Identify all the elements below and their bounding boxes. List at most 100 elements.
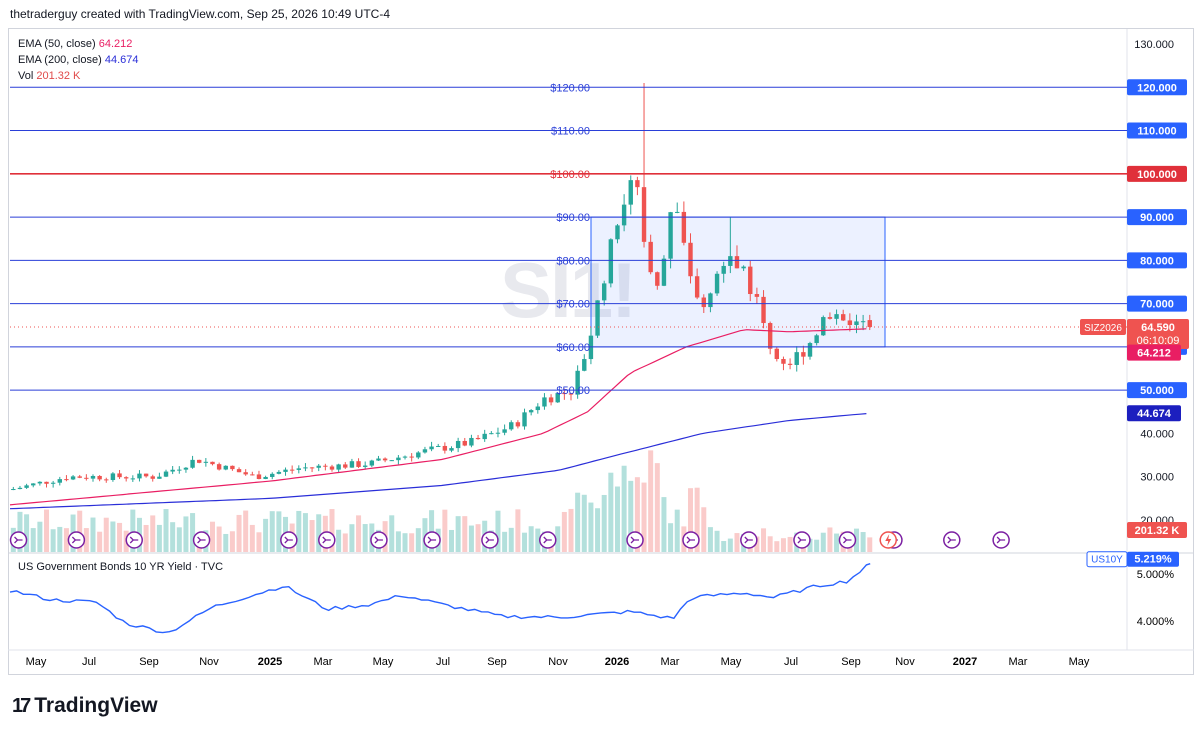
time-axis-label: Nov bbox=[548, 656, 568, 668]
dividend-event-icon[interactable] bbox=[793, 531, 811, 549]
volume-bar bbox=[688, 488, 694, 552]
candle-body bbox=[177, 469, 182, 471]
volume-bar bbox=[336, 529, 342, 552]
volume-bar bbox=[302, 513, 308, 552]
dividend-event-icon[interactable] bbox=[318, 531, 336, 549]
candle-countdown-text: 06:10:09 bbox=[1137, 335, 1180, 347]
volume-bar bbox=[316, 514, 322, 552]
dividend-event-icon[interactable] bbox=[67, 531, 86, 549]
dividend-event-icon[interactable] bbox=[626, 531, 644, 549]
dividend-event-icon[interactable] bbox=[740, 531, 758, 549]
candle-body bbox=[582, 359, 587, 371]
candle-body bbox=[376, 458, 381, 461]
candle-body bbox=[24, 485, 29, 488]
candle-body bbox=[17, 487, 23, 490]
volume-bar bbox=[349, 524, 355, 552]
candle-body bbox=[37, 481, 43, 484]
candle-body bbox=[562, 393, 567, 395]
dividend-event-icon[interactable] bbox=[423, 531, 441, 549]
candle-body bbox=[356, 461, 361, 467]
last-price-text: 64.590 bbox=[1141, 322, 1175, 334]
legend-ema200[interactable]: EMA (200, close) 44.674 bbox=[18, 52, 138, 68]
dividend-event-icon[interactable] bbox=[370, 531, 388, 549]
volume-bar bbox=[734, 533, 740, 552]
dividend-event-icon[interactable] bbox=[192, 531, 211, 549]
candle-body bbox=[343, 464, 348, 468]
level-badge bbox=[1127, 382, 1187, 399]
volume-bar bbox=[223, 533, 229, 552]
candle-body bbox=[482, 433, 487, 440]
volume-bar bbox=[595, 508, 601, 552]
candle-body bbox=[210, 461, 215, 465]
volume-bar bbox=[37, 521, 43, 552]
candle-body bbox=[157, 476, 162, 479]
range-highlight-box[interactable] bbox=[590, 216, 886, 348]
volume-bar bbox=[555, 526, 561, 552]
candle-body bbox=[827, 317, 833, 319]
legend-ema200-label: EMA (200, close) bbox=[18, 54, 102, 66]
dividend-event-icon[interactable] bbox=[682, 531, 700, 549]
candle-body bbox=[847, 320, 853, 326]
legend-ema50[interactable]: EMA (50, close) 64.212 bbox=[18, 36, 138, 52]
candle-body bbox=[329, 466, 335, 470]
candle-body bbox=[276, 471, 282, 474]
volume-bar bbox=[714, 530, 720, 552]
event-arrow bbox=[374, 536, 383, 544]
volume-bar bbox=[721, 541, 727, 552]
level-price-label: $120.00 bbox=[550, 82, 590, 94]
volume-bar bbox=[362, 524, 368, 552]
dividend-event-icon[interactable] bbox=[992, 531, 1010, 549]
candle-body bbox=[203, 461, 209, 463]
volume-bar bbox=[415, 528, 421, 552]
tradingview-wordmark: TradingView bbox=[34, 694, 158, 717]
level-badge-text: 110.000 bbox=[1137, 126, 1176, 138]
dividend-event-icon[interactable] bbox=[9, 531, 28, 549]
price-axis-tick: 30.000 bbox=[1140, 472, 1174, 484]
candle-body bbox=[661, 258, 667, 286]
volume-bar bbox=[495, 510, 501, 552]
candle-body bbox=[555, 393, 560, 403]
candle-body bbox=[163, 471, 169, 477]
volume-bar bbox=[761, 528, 767, 552]
level-badge-text: 80.000 bbox=[1140, 255, 1174, 267]
ema200-badge-text: 44.674 bbox=[1137, 408, 1172, 420]
volume-bar bbox=[475, 524, 481, 552]
dividend-event-icon[interactable] bbox=[539, 531, 557, 549]
volume-bar bbox=[342, 533, 348, 552]
volume-bar bbox=[522, 532, 528, 552]
volume-bar bbox=[674, 509, 680, 552]
volume-bar bbox=[256, 532, 262, 552]
dividend-event-icon[interactable] bbox=[125, 531, 143, 549]
dividend-event-icon[interactable] bbox=[280, 531, 298, 549]
volume-bar bbox=[767, 536, 773, 552]
volume-bar bbox=[103, 517, 109, 552]
level-badge bbox=[1127, 295, 1187, 312]
volume-bar bbox=[395, 531, 401, 552]
candle-body bbox=[515, 422, 521, 427]
candle-body bbox=[137, 473, 142, 479]
legend-volume[interactable]: Vol 201.32 K bbox=[18, 68, 138, 84]
volume-bar bbox=[77, 510, 83, 552]
level-price-label: $70.00 bbox=[556, 299, 590, 311]
candle-body bbox=[429, 446, 434, 450]
level-badge-text: 120.000 bbox=[1137, 82, 1177, 94]
yield-axis-tick: 5.000% bbox=[1137, 569, 1175, 581]
dividend-event-icon[interactable] bbox=[481, 531, 499, 549]
chart-frame bbox=[8, 28, 1194, 675]
volume-bar bbox=[269, 511, 275, 552]
volume-bar bbox=[229, 531, 235, 552]
volume-bar bbox=[90, 517, 96, 552]
volume-bar bbox=[276, 511, 282, 552]
time-axis-label: 2026 bbox=[605, 656, 629, 668]
candle-body bbox=[303, 467, 308, 469]
volume-bar bbox=[661, 497, 667, 552]
candle-body bbox=[183, 467, 189, 470]
candle-body bbox=[283, 469, 288, 472]
dividend-event-icon[interactable] bbox=[943, 531, 961, 549]
volume-bar bbox=[694, 487, 700, 552]
dividend-event-icon[interactable] bbox=[838, 531, 857, 549]
volume-bar bbox=[243, 510, 249, 552]
candle-body bbox=[143, 473, 149, 477]
candle-body bbox=[362, 465, 368, 467]
